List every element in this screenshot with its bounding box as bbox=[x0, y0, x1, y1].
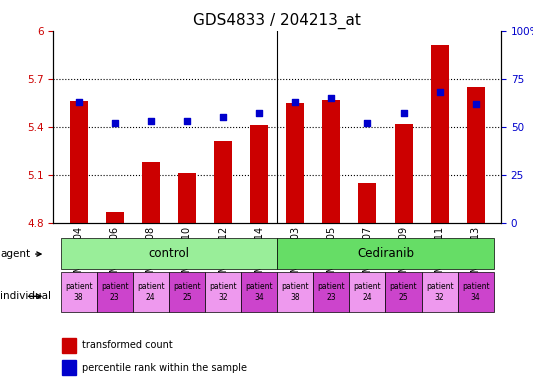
Text: patient
34: patient 34 bbox=[462, 282, 489, 301]
Text: control: control bbox=[148, 247, 189, 260]
Bar bbox=[467, 87, 485, 223]
Bar bbox=[431, 45, 449, 223]
FancyBboxPatch shape bbox=[277, 238, 494, 269]
Text: patient
25: patient 25 bbox=[390, 282, 417, 301]
Text: patient
38: patient 38 bbox=[281, 282, 309, 301]
Point bbox=[255, 110, 263, 116]
Point bbox=[291, 99, 300, 105]
Text: patient
23: patient 23 bbox=[101, 282, 128, 301]
Bar bbox=[250, 125, 268, 223]
Bar bbox=[106, 212, 124, 223]
Text: patient
25: patient 25 bbox=[173, 282, 201, 301]
Text: patient
38: patient 38 bbox=[65, 282, 92, 301]
FancyBboxPatch shape bbox=[61, 271, 96, 312]
FancyBboxPatch shape bbox=[205, 271, 241, 312]
FancyBboxPatch shape bbox=[385, 271, 422, 312]
Bar bbox=[142, 162, 160, 223]
FancyBboxPatch shape bbox=[133, 271, 169, 312]
FancyBboxPatch shape bbox=[422, 271, 458, 312]
Text: individual: individual bbox=[0, 291, 51, 301]
Bar bbox=[214, 141, 232, 223]
Text: patient
24: patient 24 bbox=[137, 282, 165, 301]
Text: Cediranib: Cediranib bbox=[357, 247, 414, 260]
Text: patient
24: patient 24 bbox=[353, 282, 381, 301]
Text: agent: agent bbox=[0, 249, 41, 259]
Point bbox=[399, 110, 408, 116]
Bar bbox=[286, 103, 304, 223]
Text: patient
32: patient 32 bbox=[209, 282, 237, 301]
Point bbox=[363, 120, 372, 126]
Text: patient
23: patient 23 bbox=[318, 282, 345, 301]
FancyBboxPatch shape bbox=[61, 238, 277, 269]
Point bbox=[110, 120, 119, 126]
FancyBboxPatch shape bbox=[169, 271, 205, 312]
Point bbox=[327, 95, 336, 101]
Bar bbox=[322, 99, 341, 223]
Bar bbox=[62, 338, 76, 353]
Text: patient
32: patient 32 bbox=[426, 282, 454, 301]
FancyBboxPatch shape bbox=[349, 271, 385, 312]
Bar bbox=[358, 183, 376, 223]
Point bbox=[183, 118, 191, 124]
Text: transformed count: transformed count bbox=[83, 340, 173, 350]
FancyBboxPatch shape bbox=[458, 271, 494, 312]
Bar bbox=[178, 173, 196, 223]
Point bbox=[472, 101, 480, 107]
Bar bbox=[394, 124, 413, 223]
Point bbox=[219, 114, 227, 120]
Point bbox=[74, 99, 83, 105]
FancyBboxPatch shape bbox=[96, 271, 133, 312]
Point bbox=[147, 118, 155, 124]
Point bbox=[435, 89, 444, 95]
Bar bbox=[62, 360, 76, 375]
Bar bbox=[69, 101, 87, 223]
FancyBboxPatch shape bbox=[313, 271, 349, 312]
Text: percentile rank within the sample: percentile rank within the sample bbox=[83, 362, 247, 373]
FancyBboxPatch shape bbox=[241, 271, 277, 312]
Text: patient
34: patient 34 bbox=[245, 282, 273, 301]
Title: GDS4833 / 204213_at: GDS4833 / 204213_at bbox=[193, 13, 361, 29]
FancyBboxPatch shape bbox=[277, 271, 313, 312]
